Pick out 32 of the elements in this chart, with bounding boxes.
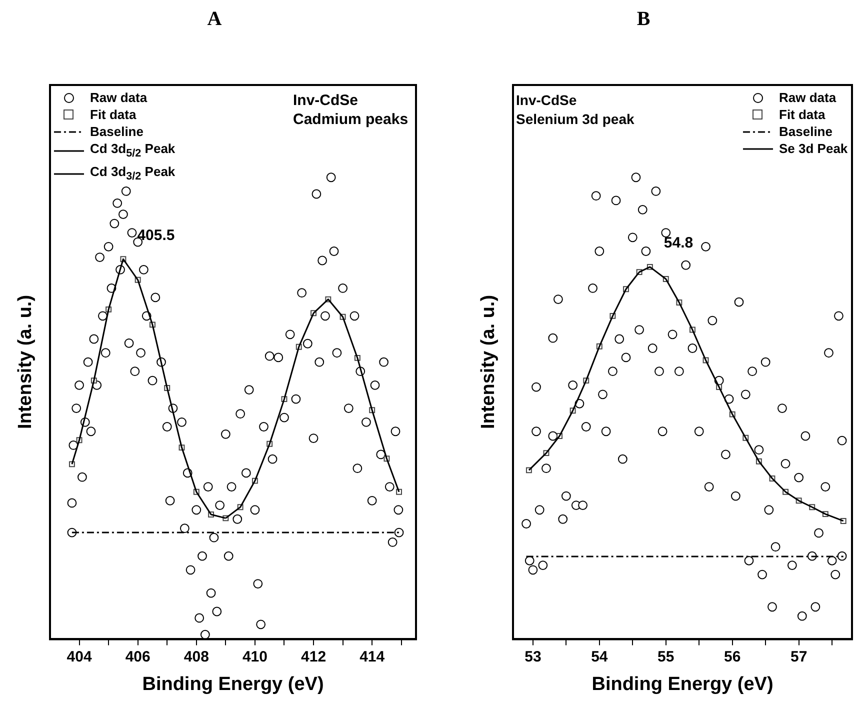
x-tick-label: 57 bbox=[790, 648, 808, 666]
x-tick-label: 55 bbox=[658, 648, 674, 666]
x-tick-label: 412 bbox=[301, 648, 326, 666]
x-tick-label: 414 bbox=[360, 648, 386, 666]
legend-label: Baseline bbox=[90, 123, 144, 140]
x-tick-label: 404 bbox=[66, 648, 92, 666]
legend-label: Baseline bbox=[779, 123, 832, 140]
legend-label: Fit data bbox=[90, 106, 136, 123]
legend-label: Fit data bbox=[779, 106, 826, 123]
annotation: 405.5 bbox=[137, 226, 175, 244]
text: Cadmium peaks bbox=[293, 111, 408, 128]
chart-title: A bbox=[206, 8, 223, 31]
legend-label: Cd 3d$_{3/2}$ Peak bbox=[90, 162, 176, 184]
annotation: 54.8 bbox=[664, 234, 694, 252]
text: Selenium 3d peak bbox=[516, 111, 634, 127]
legend-label: Raw data bbox=[90, 89, 148, 106]
x-axis-title: Binding Energy (eV) bbox=[592, 674, 774, 695]
x-tick-label: 410 bbox=[242, 648, 268, 666]
text: Inv-CdSe bbox=[293, 92, 358, 109]
x-tick-label: 53 bbox=[524, 648, 542, 666]
text: Inv-CdSe bbox=[516, 92, 577, 108]
x-tick-label: 56 bbox=[724, 648, 741, 666]
y-axis-title: Intensity (a. u.) bbox=[478, 295, 500, 430]
x-tick-label: 54 bbox=[591, 648, 608, 666]
chart-title: B bbox=[636, 8, 652, 31]
x-axis-title: Binding Energy (eV) bbox=[142, 674, 324, 695]
y-axis-title: Intensity (a. u.) bbox=[15, 295, 38, 430]
x-tick-label: 408 bbox=[184, 648, 209, 666]
legend-label: Cd 3d$_{5/2}$ Peak bbox=[90, 140, 176, 162]
legend-label: Raw data bbox=[779, 89, 836, 106]
legend-label: Se 3d Peak bbox=[779, 140, 848, 157]
x-tick-label: 406 bbox=[125, 648, 150, 666]
